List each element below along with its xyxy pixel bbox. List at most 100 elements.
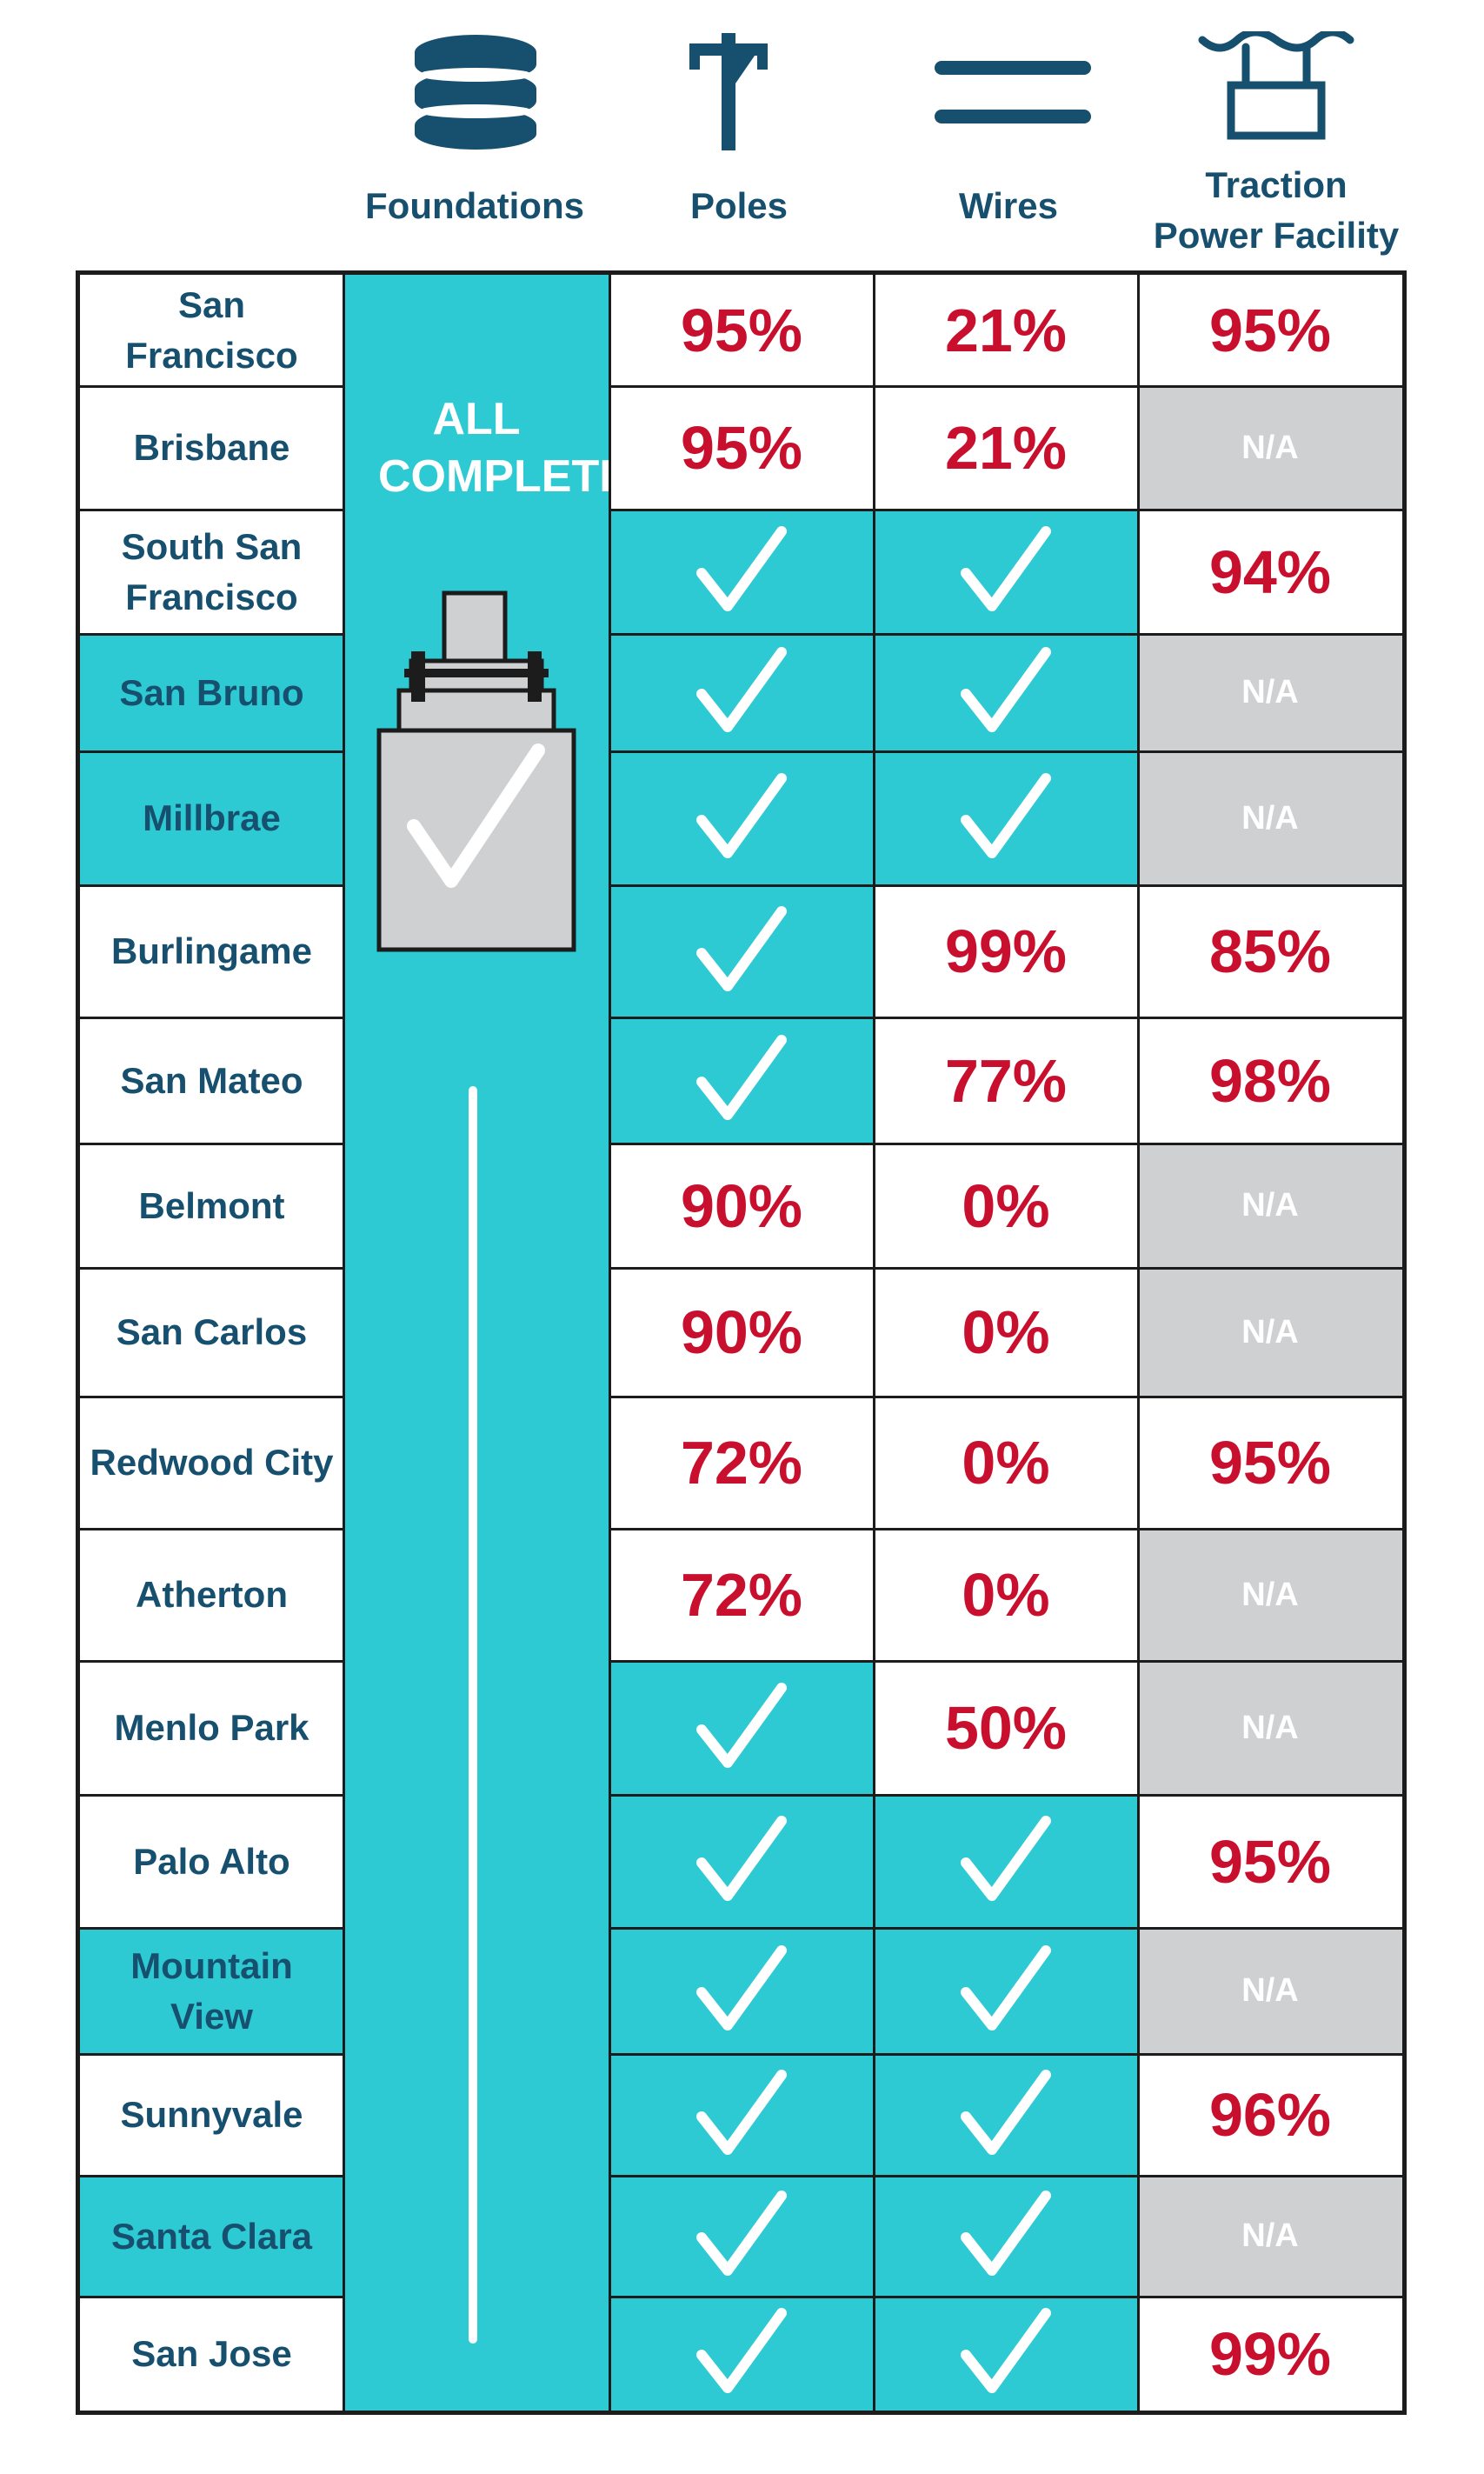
- grid-line: [80, 1266, 343, 1270]
- traction-na-cell: N/A: [1138, 1529, 1402, 1661]
- power-facility-icon: [1198, 31, 1354, 140]
- traction-na-cell: N/A: [1138, 1928, 1402, 2054]
- grid-line: [609, 632, 1402, 636]
- traction-percent-cell: 85%: [1138, 885, 1402, 1017]
- grid-line: [80, 1527, 343, 1530]
- wires-percent-cell: 21%: [874, 386, 1138, 510]
- foundations-column: ALL COMPLETE!: [343, 275, 645, 2411]
- city-cell: Mountain View: [80, 1928, 343, 2054]
- grid-line: [609, 2295, 1402, 2298]
- city-cell: Palo Alto: [80, 1795, 343, 1928]
- grid-line: [80, 750, 343, 753]
- traction-percent-cell: 95%: [1138, 1397, 1402, 1529]
- traction-percent-cell: 98%: [1138, 1017, 1402, 1144]
- grid-line: [609, 2052, 1402, 2056]
- header-foundations: Foundations: [365, 185, 584, 226]
- poles-complete-cell: [609, 634, 874, 751]
- wires-complete-cell: [874, 2054, 1138, 2176]
- checkmark-icon: [957, 2189, 1055, 2284]
- traction-percent-cell: 95%: [1138, 275, 1402, 386]
- wires-percent-cell: 0%: [874, 1268, 1138, 1397]
- grid-line: [609, 1142, 1402, 1145]
- traction-na-cell: N/A: [1138, 386, 1402, 510]
- poles-percent-cell: 90%: [609, 1268, 874, 1397]
- grid-line: [80, 1142, 343, 1145]
- wires-complete-cell: [874, 1928, 1138, 2054]
- poles-complete-cell: [609, 751, 874, 885]
- grid-line: [608, 275, 611, 2411]
- pole-foundation-check-icon: [376, 590, 576, 952]
- poles-complete-cell: [609, 2297, 874, 2411]
- foundations-divider-line: [469, 1086, 477, 2344]
- grid-line: [609, 1016, 1402, 1019]
- checkmark-icon: [957, 1944, 1055, 2038]
- traction-na-cell: N/A: [1138, 1661, 1402, 1795]
- checkmark-icon: [693, 904, 790, 999]
- poles-percent-cell: 90%: [609, 1144, 874, 1268]
- checkmark-icon: [693, 1944, 790, 2038]
- checkmark-icon: [693, 2189, 790, 2284]
- traction-na-cell: N/A: [1138, 634, 1402, 751]
- city-cell: Belmont: [80, 1144, 343, 1268]
- city-cell: Sunnyvale: [80, 2054, 343, 2176]
- stacked-discs-icon: [415, 35, 536, 150]
- city-cell: Redwood City: [80, 1397, 343, 1529]
- grid-line: [80, 1016, 343, 1019]
- city-cell: Santa Clara: [80, 2176, 343, 2297]
- grid-line: [872, 275, 875, 2411]
- checkmark-icon: [693, 2306, 790, 2401]
- city-cell: South San Francisco: [80, 510, 343, 634]
- wires-percent-cell: 0%: [874, 1529, 1138, 1661]
- city-cell: San Mateo: [80, 1017, 343, 1144]
- poles-percent-cell: 95%: [609, 386, 874, 510]
- grid-line: [609, 1527, 1402, 1530]
- checkmark-icon: [693, 645, 790, 740]
- grid-line: [609, 1926, 1402, 1930]
- city-cell: Burlingame: [80, 885, 343, 1017]
- grid-line: [342, 275, 345, 2411]
- grid-line: [609, 1659, 1402, 1663]
- grid-line: [609, 508, 1402, 511]
- traction-na-cell: N/A: [1138, 2176, 1402, 2297]
- poles-complete-cell: [609, 2176, 874, 2297]
- poles-complete-cell: [609, 2054, 874, 2176]
- grid-line: [609, 384, 1402, 388]
- checkmark-icon: [693, 1814, 790, 1909]
- poles-complete-cell: [609, 1661, 874, 1795]
- wires-complete-cell: [874, 2176, 1138, 2297]
- wires-percent-cell: 99%: [874, 885, 1138, 1017]
- checkmark-icon: [957, 524, 1055, 619]
- grid-line: [80, 1659, 343, 1663]
- wires-percent-cell: 0%: [874, 1397, 1138, 1529]
- header-wires: Wires: [958, 185, 1058, 226]
- grid-line: [80, 2295, 343, 2298]
- poles-complete-cell: [609, 510, 874, 634]
- city-cell: Brisbane: [80, 386, 343, 510]
- grid-line: [609, 1395, 1402, 1398]
- foundations-status: ALL COMPLETE!: [378, 394, 645, 502]
- traction-na-cell: N/A: [1138, 1144, 1402, 1268]
- grid-line: [609, 884, 1402, 887]
- grid-line: [609, 1266, 1402, 1270]
- grid-line: [80, 2052, 343, 2056]
- wires-percent-cell: 0%: [874, 1144, 1138, 1268]
- header-traction-power-facility: Traction Power Facility: [1153, 164, 1400, 256]
- wires-complete-cell: [874, 751, 1138, 885]
- wires-complete-cell: [874, 1795, 1138, 1928]
- wires-complete-cell: [874, 510, 1138, 634]
- checkmark-icon: [693, 2068, 790, 2163]
- wires-percent-cell: 77%: [874, 1017, 1138, 1144]
- checkmark-icon: [693, 1033, 790, 1128]
- checkmark-icon: [693, 1681, 790, 1776]
- traction-percent-cell: 94%: [1138, 510, 1402, 634]
- checkmark-icon: [957, 2306, 1055, 2401]
- checkmark-icon: [693, 771, 790, 866]
- city-cell: Atherton: [80, 1529, 343, 1661]
- grid-line: [609, 2174, 1402, 2177]
- poles-percent-cell: 72%: [609, 1529, 874, 1661]
- traction-na-cell: N/A: [1138, 1268, 1402, 1397]
- poles-percent-cell: 95%: [609, 275, 874, 386]
- city-cell: Millbrae: [80, 751, 343, 885]
- header-poles: Poles: [689, 185, 789, 226]
